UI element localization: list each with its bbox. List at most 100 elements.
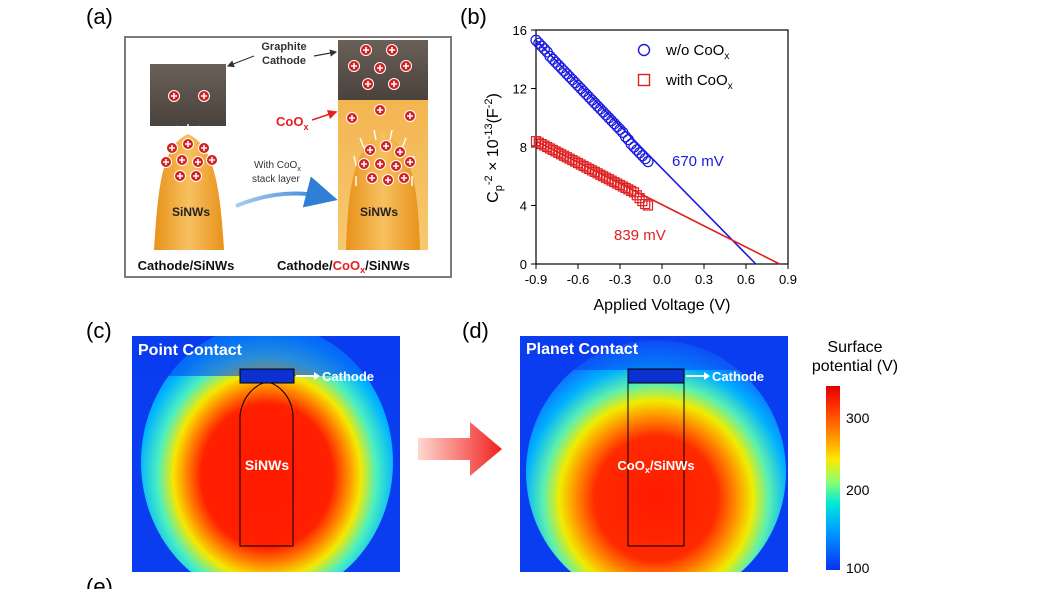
sinws-label-left: SiNWs xyxy=(172,205,210,219)
data-point-series-0 xyxy=(566,74,579,86)
data-point-series-0 xyxy=(561,68,573,80)
data-point-series-0 xyxy=(591,100,604,112)
data-point-series-0 xyxy=(586,94,598,106)
graphite-label-1: Graphite xyxy=(261,41,306,53)
data-point-series-0 xyxy=(575,82,587,95)
legend-marker-square xyxy=(637,73,651,87)
title-planet-contact: Planet Contact xyxy=(526,341,639,358)
data-point-series-0 xyxy=(625,138,637,150)
y-tick-label: 4 xyxy=(520,199,527,214)
x-tick-label: 0.3 xyxy=(695,272,713,287)
fit-line-1 xyxy=(535,140,780,265)
data-point-series-0 xyxy=(555,62,567,74)
y-tick-label: 12 xyxy=(513,82,527,97)
data-point-series-0 xyxy=(603,112,615,124)
x-tick-label: -0.3 xyxy=(609,272,631,287)
x-tick-label: 0.6 xyxy=(737,272,755,287)
sinws-label-right: SiNWs xyxy=(360,205,398,219)
mott-schottky-chart: -0.9 -0.6 -0.3 0.0 0.3 0.6 0.9 0 4 8 12 16 Applied… xyxy=(483,23,797,314)
data-point-series-0 xyxy=(608,117,620,130)
colorbar-title-2: potential (V) xyxy=(811,358,899,375)
title-point-contact: Point Contact xyxy=(138,342,243,359)
panel-label-a: (a) xyxy=(86,4,113,29)
y-axis-label: Cp-2 × 10-13(F-2) xyxy=(483,93,505,203)
colorbar-tick-200: 200 xyxy=(846,482,870,498)
data-point-series-0 xyxy=(620,131,632,143)
graphite-cathode-left xyxy=(150,64,226,126)
data-point-series-0 xyxy=(530,34,542,46)
x-tick-label: -0.6 xyxy=(567,272,589,287)
y-tick-label: 0 xyxy=(520,257,527,272)
data-point-series-0 xyxy=(636,150,648,162)
data-point-series-0 xyxy=(552,59,565,71)
data-point-series-0 xyxy=(538,43,551,55)
data-point-series-0 xyxy=(634,147,646,159)
data-point-series-0 xyxy=(631,144,643,156)
data-point-series-0 xyxy=(572,79,584,92)
data-point-series-0 xyxy=(549,56,562,68)
panel-label-e: (e) xyxy=(86,574,113,589)
data-point-series-0 xyxy=(583,91,595,103)
data-point-series-0 xyxy=(533,37,545,49)
data-point-series-0 xyxy=(614,123,626,136)
x-tick-label: 0.9 xyxy=(779,272,797,287)
data-point-series-0 xyxy=(600,109,612,121)
data-point-series-1 xyxy=(642,200,654,211)
colorbar-tick-100: 100 xyxy=(846,560,870,576)
caption-right: Cathode/CoOx/SiNWs xyxy=(277,258,410,275)
data-point-series-0 xyxy=(577,85,590,98)
data-point-series-0 xyxy=(611,120,623,133)
panel-label-d: (d) xyxy=(462,318,489,343)
data-point-series-0 xyxy=(544,50,556,62)
chart-legend: w/o CoOx with CoOx xyxy=(637,42,733,92)
data-point-series-1 xyxy=(628,187,640,198)
simulation-planet-contact: Cathode Planet Contact CoOx/SiNWs xyxy=(520,336,788,572)
x-axis-label: Applied Voltage (V) xyxy=(594,297,731,314)
y-tick-label: 8 xyxy=(520,140,527,155)
transition-arrow-cd xyxy=(418,422,502,476)
data-point-series-0 xyxy=(639,153,651,165)
data-point-series-0 xyxy=(606,115,618,127)
cathode-label-d: Cathode xyxy=(712,369,764,384)
data-point-series-1 xyxy=(634,193,645,204)
data-point-series-1 xyxy=(623,184,634,195)
transition-arrow xyxy=(235,176,338,208)
legend-label-with: with CoOx xyxy=(665,72,733,92)
cathode-box-c xyxy=(239,368,295,384)
cathode-box-d xyxy=(627,368,685,384)
colorbar-tick-300: 300 xyxy=(846,410,870,426)
data-point-series-0 xyxy=(628,141,640,153)
panel-label-c: (c) xyxy=(86,318,112,343)
y-tick-label: 16 xyxy=(513,23,527,38)
x-tick-label: -0.9 xyxy=(525,272,547,287)
sinws-label-c: SiNWs xyxy=(245,457,290,473)
data-point-series-0 xyxy=(589,97,601,109)
data-point-series-0 xyxy=(580,88,593,100)
coox-label: CoOx xyxy=(276,114,308,132)
data-point-series-0 xyxy=(563,71,576,83)
cathode-label-c: Cathode xyxy=(322,369,374,384)
data-point-series-1 xyxy=(640,198,651,210)
data-point-series-0 xyxy=(597,106,609,118)
data-point-series-0 xyxy=(642,156,654,168)
annotation-670mv: 670 mV xyxy=(672,153,724,170)
data-point-series-0 xyxy=(558,65,570,77)
panel-label-b: (b) xyxy=(460,4,487,29)
data-point-series-0 xyxy=(547,53,559,65)
caption-left: Cathode/SiNWs xyxy=(138,258,235,273)
data-point-series-0 xyxy=(569,77,581,89)
stack-label-2: stack layer xyxy=(252,174,300,185)
graphite-label-2: Cathode xyxy=(262,55,306,67)
colorbar-gradient xyxy=(826,386,840,570)
stack-label-1: With CoOx xyxy=(254,160,301,173)
colorbar-title-1: Surface xyxy=(827,339,883,356)
data-point-series-0 xyxy=(594,103,607,115)
data-point-series-1 xyxy=(631,190,642,201)
schematic-diagram: SiNWs Graphite Cathode SiNWs CoOx With C… xyxy=(124,36,452,278)
colorbar-title: Surface potential (V) xyxy=(800,338,910,376)
data-point-series-0 xyxy=(535,40,548,52)
x-tick-label: 0.0 xyxy=(653,272,671,287)
annotation-839mv: 839 mV xyxy=(614,227,666,244)
simulation-point-contact: Cathode Point Contact SiNWs xyxy=(132,336,400,572)
legend-label-without: w/o CoOx xyxy=(665,42,729,62)
